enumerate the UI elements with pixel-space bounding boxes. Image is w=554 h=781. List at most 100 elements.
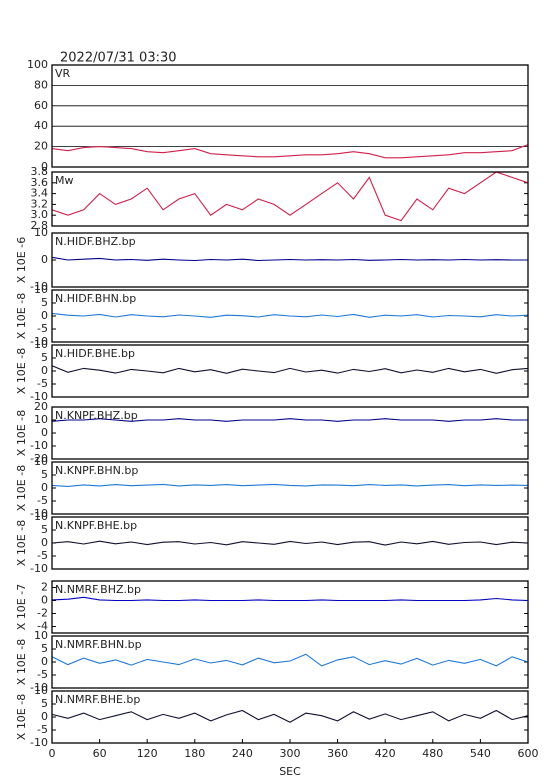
page-title: 2022/07/31 03:30 [60,51,177,66]
y-tick-label: -2 [37,607,48,620]
y-tick-label: 10 [34,283,48,296]
waveform-line [51,540,529,546]
x-tick-label: 360 [327,747,348,760]
panel-frame [51,516,529,570]
y-tick-label: 0 [41,655,48,668]
waveform-line [51,144,529,159]
x-tick-label: 0 [49,747,56,760]
waveform-line [51,483,529,487]
y-tick-label: 0 [41,364,48,377]
y-tick-label: 40 [34,119,48,132]
y-tick-label: 10 [34,629,48,642]
y-tick-label: 3.0 [31,208,49,221]
y-axis-label: X 10E -7 [15,584,28,630]
x-tick-label: 240 [232,747,253,760]
y-tick-label: 20 [34,400,48,413]
panel-label: N.NMRF.BHE.bp [55,693,140,706]
waveform-line [51,709,529,723]
x-tick-label: 540 [470,747,491,760]
y-tick-label: 0 [41,426,48,439]
y-tick-label: 2 [41,581,48,594]
waveform-line [51,365,529,374]
panel-frame [51,171,529,227]
panel-label: N.NMRF.BHN.bp [55,638,142,651]
y-tick-label: 0 [41,253,48,266]
y-tick-label: -5 [37,377,48,390]
y-tick-label: 0 [41,710,48,723]
y-tick-label: 0 [41,481,48,494]
panel-frame [51,406,529,460]
y-axis-label: X 10E -6 [15,237,28,283]
y-tick-label: 10 [34,510,48,523]
y-tick-label: 10 [34,338,48,351]
panel-label: N.NMRF.BHZ.bp [55,583,141,596]
y-tick-label: 5 [41,523,48,536]
y-tick-label: 80 [34,78,48,91]
y-tick-label: -10 [30,562,48,575]
y-tick-label: -10 [30,507,48,520]
y-tick-label: 10 [34,226,48,239]
waveform-line [51,653,529,667]
y-tick-label: -10 [30,280,48,293]
y-tick-label: 10 [34,684,48,697]
waveform-line [51,418,528,422]
waveform-line [51,171,529,222]
waveform-line [51,312,529,318]
y-tick-label: 0 [41,536,48,549]
y-tick-label: 5 [41,351,48,364]
y-tick-label: -10 [30,390,48,403]
y-tick-label: 5 [41,642,48,655]
y-tick-label: -20 [30,452,48,465]
y-tick-label: -10 [30,681,48,694]
x-axis-label: SEC [279,765,301,778]
panel-frame [51,344,529,398]
y-tick-label: 0 [41,309,48,322]
x-tick-label: 60 [93,747,107,760]
y-tick-label: -10 [30,335,48,348]
y-tick-label: -5 [37,549,48,562]
panel-frame [51,635,529,689]
y-tick-label: 5 [41,468,48,481]
waveform-line [51,596,529,602]
panel-frame [51,232,529,288]
y-tick-label: 3.6 [31,176,49,189]
x-tick-label: 300 [280,747,301,760]
x-tick-label: 480 [422,747,443,760]
x-tick-label: 600 [518,747,539,760]
y-tick-label: 0 [41,160,48,173]
y-tick-label: -5 [37,322,48,335]
y-tick-label: 20 [34,140,48,153]
panel-frame [51,580,529,634]
y-tick-label: 3.8 [31,165,49,178]
panel-label: N.KNPF.BHZ.bp [55,409,138,422]
y-axis-label: X 10E -8 [15,293,28,339]
panel-frame [51,461,529,515]
x-tick-label: 420 [375,747,396,760]
x-tick-label: 180 [184,747,205,760]
y-axis-label: X 10E -8 [15,639,28,685]
panel-label: Mw [55,174,74,187]
y-tick-label: 100 [27,58,48,71]
panel-label: N.HIDF.BHE.bp [55,347,135,360]
panel-label: N.KNPF.BHE.bp [55,519,137,532]
panel-label: N.KNPF.BHN.bp [55,464,138,477]
y-tick-label: -10 [30,439,48,452]
panel-label: N.HIDF.BHN.bp [55,292,136,305]
y-tick-label: -5 [37,723,48,736]
panel-label: N.HIDF.BHZ.bp [55,235,136,248]
y-tick-label: 2.8 [31,219,49,232]
y-tick-label: 3.4 [31,187,49,200]
y-axis-label: X 10E -8 [15,694,28,740]
y-tick-label: 0 [41,594,48,607]
waveform-line [51,256,528,262]
y-tick-label: 3.2 [31,197,49,210]
y-axis-label: X 10E -8 [15,465,28,511]
y-tick-label: 10 [34,413,48,426]
y-tick-label: -10 [30,736,48,749]
y-tick-label: -5 [37,668,48,681]
x-tick-label: 120 [137,747,158,760]
y-axis-label: X 10E -8 [15,348,28,394]
y-axis-label: X 10E -8 [15,520,28,566]
y-tick-label: -4 [37,620,48,633]
